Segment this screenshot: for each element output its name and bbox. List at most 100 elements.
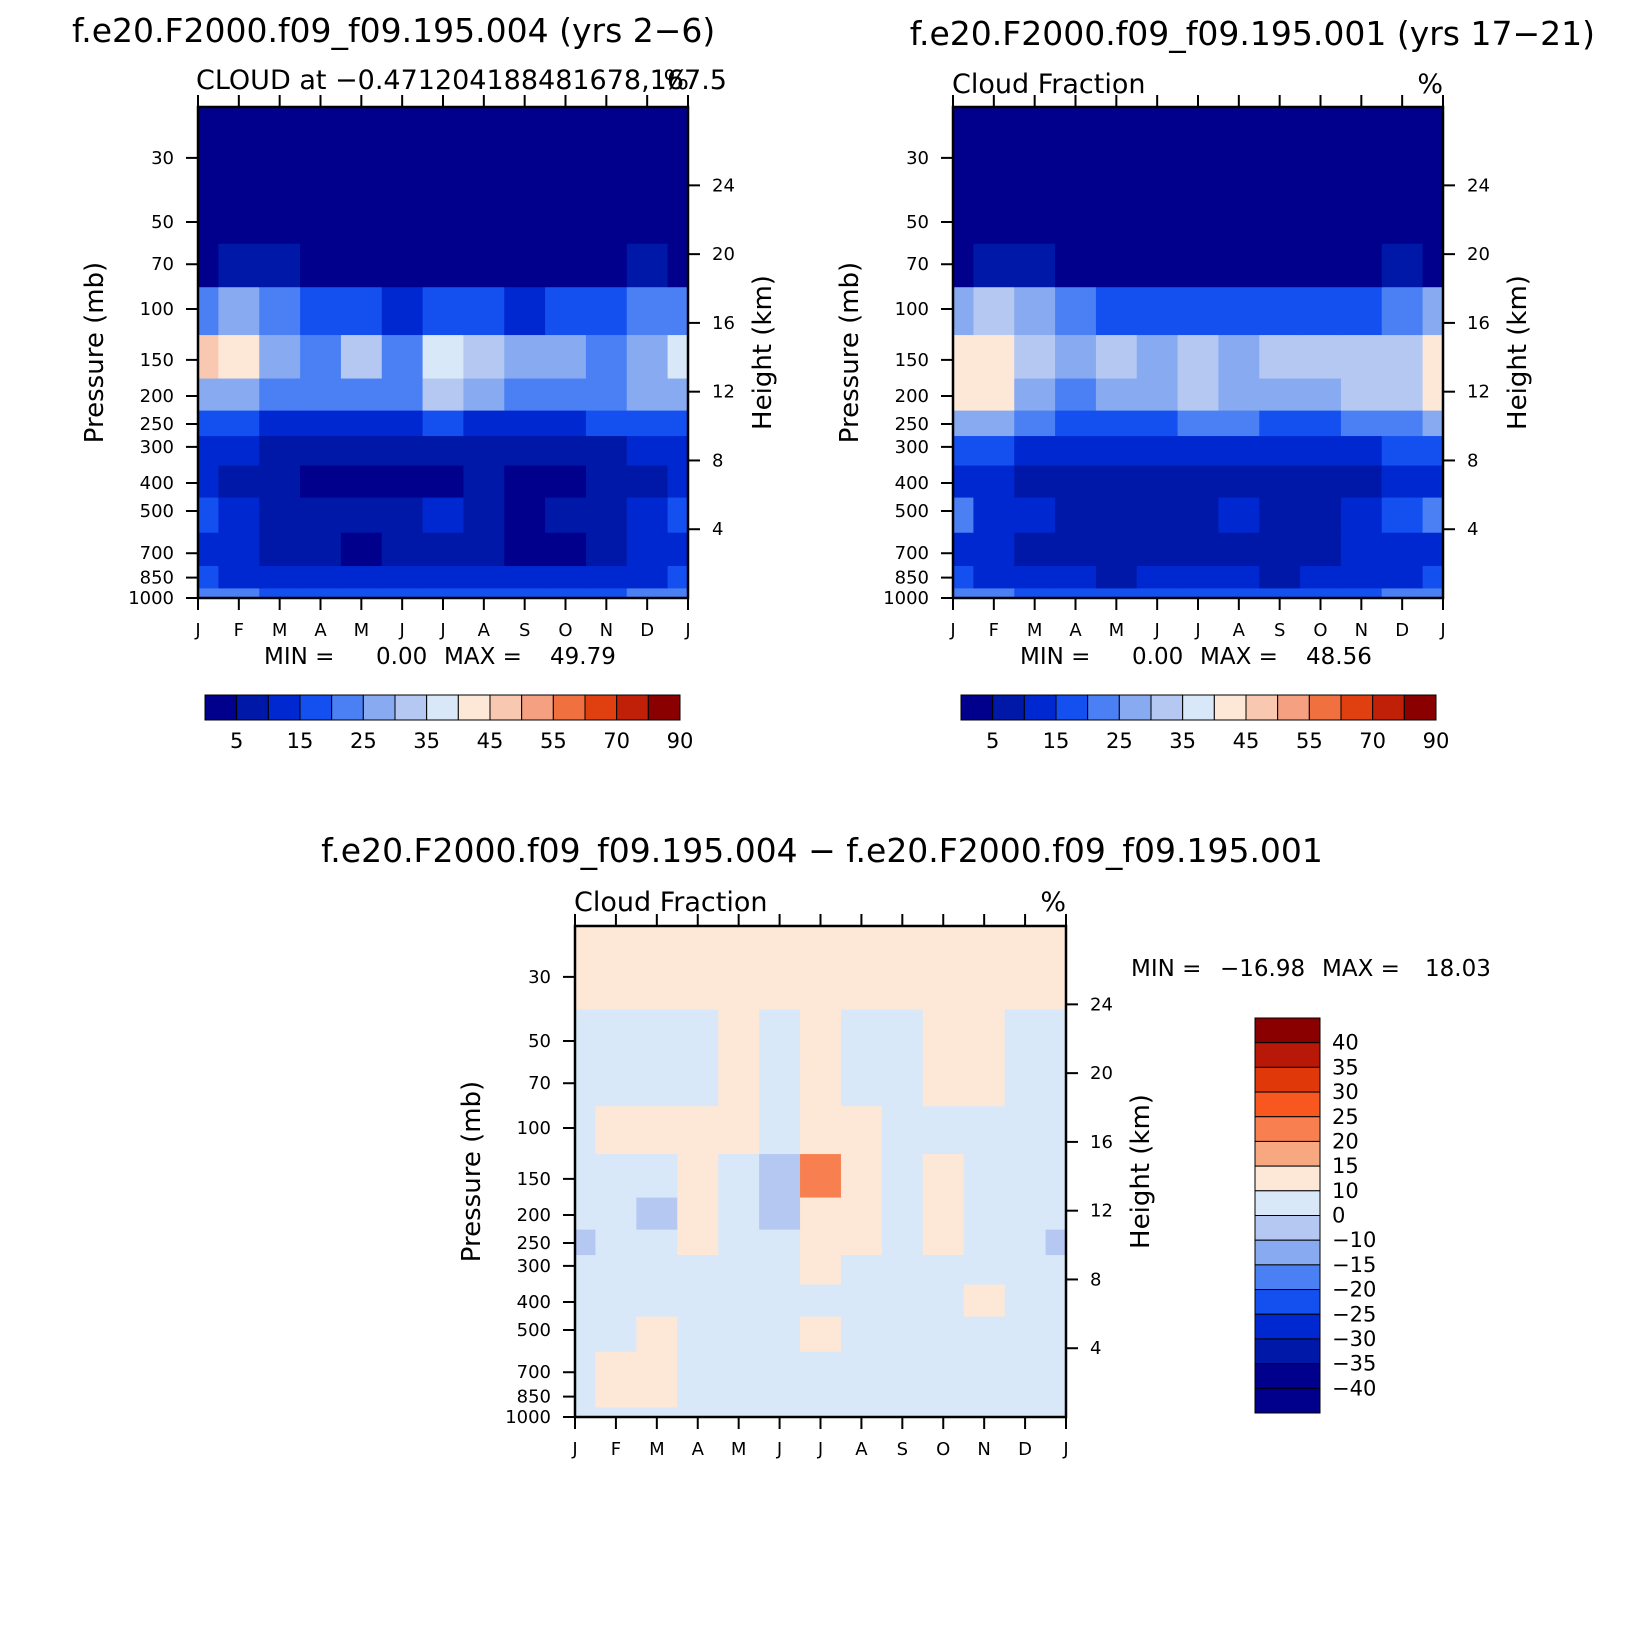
heatmap-cell (259, 435, 301, 466)
heatmap-cell (218, 587, 260, 599)
heatmap-cell (973, 286, 1015, 336)
heatmap-cell (922, 1315, 965, 1352)
heatmap-cell (1045, 1351, 1067, 1386)
colorbar-swatch (489, 694, 523, 721)
panel-subtitle-left: Cloud Fraction (574, 887, 767, 918)
heatmap-cell (1422, 496, 1444, 533)
heatmap-cell (585, 587, 628, 599)
heatmap-cell (667, 532, 689, 567)
heatmap-cell (677, 1315, 719, 1352)
heatmap-cell (800, 1406, 842, 1418)
heatmap-cell (340, 286, 383, 336)
y-tick-label: 200 (140, 386, 174, 407)
heatmap-cell (595, 1351, 637, 1386)
y-tick-label: 850 (517, 1387, 551, 1408)
colorbar-swatch (1308, 694, 1342, 721)
colorbar-swatch (1254, 1017, 1321, 1044)
heatmap-cell (300, 464, 342, 498)
heatmap-cell (1004, 1384, 1047, 1408)
heatmap-cell (759, 1315, 801, 1352)
colorbar-label: −35 (1332, 1352, 1376, 1376)
panel-difference: f.e20.F2000.f09_f09.195.004 − f.e20.F200… (321, 831, 1491, 1460)
heatmap-cell (636, 1105, 678, 1155)
heatmap-cell (626, 464, 669, 498)
colorbar-label: 45 (1233, 729, 1260, 753)
y2-tick-label: 24 (1467, 175, 1490, 196)
heatmap-cell (800, 1283, 842, 1317)
heatmap-cell (595, 1283, 637, 1317)
heatmap-cell (963, 1153, 1006, 1198)
heatmap-cell (840, 1384, 883, 1408)
heatmap-cell (1177, 334, 1220, 379)
heatmap-cell (595, 1406, 637, 1418)
heatmap-cell (636, 1351, 678, 1386)
x-tick-label: D (1395, 620, 1409, 641)
heatmap-cell (1014, 243, 1056, 288)
heatmap-cell (422, 464, 465, 498)
y2-tick-label: 12 (1090, 1201, 1113, 1222)
heatmap-cell (1340, 377, 1383, 411)
heatmap-cell (595, 951, 637, 1010)
x-tick-label: F (234, 620, 244, 641)
heatmap-cell (504, 243, 546, 288)
heatmap-cell (1259, 107, 1301, 134)
heatmap-cell (198, 107, 220, 134)
x-tick-label: J (949, 620, 955, 641)
colorbar-swatch (1254, 1338, 1321, 1365)
colorbar-swatch (1254, 1042, 1321, 1068)
heatmap-cell (218, 565, 260, 589)
heatmap-cell (504, 286, 546, 336)
panel-top-right: f.e20.F2000.f09_f09.195.001 (yrs 17−21) … (835, 14, 1595, 753)
heatmap-cell (800, 1196, 842, 1230)
heatmap-cell (677, 1254, 719, 1285)
heatmap-cell (677, 1196, 719, 1230)
heatmap-cell (300, 377, 342, 411)
heatmap-cell (198, 243, 220, 288)
heatmap-cell (626, 132, 669, 191)
heatmap-cell (198, 189, 220, 244)
heatmap-cell (840, 1315, 883, 1352)
heatmap-cell (840, 926, 883, 953)
heatmap-cell (381, 132, 424, 191)
heatmap-cell (1095, 565, 1138, 589)
y2-tick-label: 20 (1467, 244, 1490, 265)
heatmap-cell (1422, 464, 1444, 498)
heatmap-cell (1045, 1153, 1067, 1198)
heatmap-cell (1004, 1406, 1047, 1418)
x-tick-label: M (1109, 620, 1125, 641)
colorbar-swatch (1254, 1066, 1321, 1093)
heatmap-cell (922, 1254, 965, 1285)
heatmap-cell (800, 926, 842, 953)
y2-axis-label: Height (km) (1503, 275, 1533, 430)
colorbar-label: 20 (1332, 1129, 1359, 1153)
colorbar-swatch (616, 694, 649, 721)
max-label: MAX = (1200, 644, 1278, 670)
heatmap-cell (198, 587, 220, 599)
y-tick-label: 300 (140, 437, 174, 458)
heatmap-cell (381, 334, 424, 379)
heatmap-cell (1136, 189, 1179, 244)
heatmap-cell (545, 496, 587, 533)
heatmap-cell (1136, 587, 1179, 599)
colorbar-swatch (362, 694, 396, 721)
heatmap-cell (1218, 565, 1260, 589)
heatmap-cell (677, 1105, 719, 1155)
heatmap-cell (718, 1406, 760, 1418)
panel-subtitle-left: Cloud Fraction (952, 69, 1145, 100)
y-axis-label: Pressure (mb) (457, 1081, 487, 1262)
heatmap-cell (953, 496, 975, 533)
heatmap-cell (585, 410, 628, 437)
heatmap-cell (1095, 496, 1138, 533)
heatmap-cell (1004, 1229, 1047, 1256)
heatmap-cell (259, 587, 301, 599)
y2-tick-label: 16 (712, 313, 735, 334)
y-tick-label: 250 (517, 1233, 551, 1254)
heatmap-cell (1422, 565, 1444, 589)
heatmap-cell (636, 1062, 678, 1107)
x-tick-label: M (1027, 620, 1043, 641)
heatmap-cell (718, 1283, 760, 1317)
heatmap-cell (1014, 107, 1056, 134)
x-tick-label: A (855, 1439, 868, 1460)
heatmap-cell (1136, 464, 1179, 498)
heatmap-cell (677, 1351, 719, 1386)
